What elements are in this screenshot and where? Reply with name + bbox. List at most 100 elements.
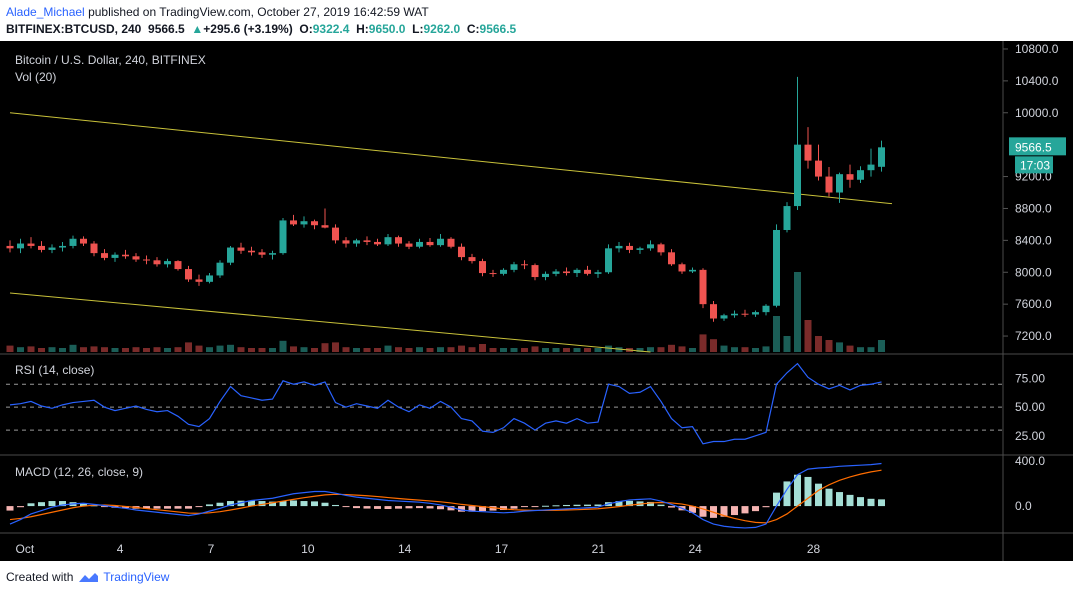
candle-body — [300, 221, 308, 225]
macd-histogram-bar — [699, 506, 707, 517]
candle-body — [269, 253, 276, 255]
volume-bar — [594, 348, 602, 352]
volume-bar — [752, 348, 759, 352]
macd-histogram-bar — [164, 506, 171, 509]
trendline — [9, 112, 893, 205]
volume-bar — [867, 347, 875, 352]
macd-histogram-bar — [689, 506, 696, 513]
volume-bar — [174, 347, 182, 352]
volume-bar — [143, 348, 150, 352]
volume-bar — [290, 346, 297, 352]
volume-bar — [216, 345, 224, 352]
volume-bar — [773, 316, 780, 352]
macd-histogram-bar — [384, 506, 392, 510]
candle-body — [741, 313, 749, 315]
volume-bar — [804, 320, 812, 352]
countdown-tag — [1015, 156, 1053, 174]
volume-bar — [374, 348, 381, 352]
macd-tick-label: 400.0 — [1015, 454, 1045, 468]
candle-body — [342, 240, 350, 244]
chart-canvas[interactable]: 10800.010400.010000.09200.08800.08400.08… — [0, 41, 1073, 561]
macd-pane: 400.0 0.0 — [6, 454, 1045, 529]
symbol-label: BITFINEX:BTCUSD, 240 — [6, 22, 142, 36]
volume-bar — [27, 346, 35, 352]
macd-histogram-bar — [59, 501, 66, 507]
candle-body — [17, 243, 24, 249]
candle-body — [731, 313, 738, 316]
chart-frame[interactable]: 10800.0 10400.0 10000.0 9200.0 8800.0 8400.0 8… — [0, 41, 1073, 561]
candle-body — [794, 144, 801, 207]
candle-body — [647, 244, 654, 249]
volume-bar — [227, 344, 234, 352]
candle-body — [720, 315, 728, 319]
candle-body — [48, 247, 56, 250]
macd-histogram-bar — [794, 474, 801, 507]
time-tick-label: 7 — [208, 542, 215, 556]
macd-histogram-bar — [825, 488, 833, 507]
volume-bar — [321, 343, 329, 352]
pane-dividers — [0, 41, 1073, 561]
volume-bar — [122, 348, 129, 352]
macd-histogram-bar — [647, 501, 654, 507]
volume-bar — [794, 272, 801, 352]
time-tick-label: 14 — [398, 542, 412, 556]
candle-body — [531, 265, 539, 278]
volume-bar — [237, 347, 245, 352]
candle-body — [563, 271, 570, 274]
candle-body — [38, 245, 45, 250]
candle-body — [363, 240, 371, 242]
created-with-label: Created with — [6, 570, 74, 584]
macd-histogram-bar — [48, 501, 56, 507]
volume-bar — [605, 345, 612, 352]
candle-body — [311, 221, 318, 226]
candle-body — [90, 243, 98, 254]
volume-bar — [563, 348, 570, 352]
volume-bar — [689, 348, 696, 352]
last-price: 9566.5 — [148, 22, 185, 36]
volume-bar — [552, 348, 560, 352]
candle-body — [489, 273, 497, 275]
macd-histogram-bar — [227, 501, 234, 507]
candle-body — [710, 304, 717, 319]
author-link[interactable]: Alade_Michael — [6, 5, 85, 19]
candle-body — [279, 220, 287, 254]
candle-body — [552, 271, 560, 274]
price-tick-label: 8400.0 — [1015, 233, 1052, 247]
trendline — [9, 292, 651, 353]
volume-bar — [132, 347, 140, 352]
volume-bar — [353, 348, 360, 352]
macd-histogram-bar — [90, 505, 98, 507]
last-price-label: 9566.5 — [1015, 140, 1052, 154]
candle-body — [657, 244, 665, 253]
macd-histogram-bar — [279, 501, 287, 507]
tradingview-brand-link[interactable]: TradingView — [103, 570, 170, 584]
candle-body — [384, 237, 392, 245]
volume-bar — [542, 348, 549, 352]
candle-body — [321, 225, 329, 228]
volume-bar — [815, 336, 822, 352]
volume-bar — [647, 347, 654, 352]
macd-histogram-bar — [510, 506, 518, 509]
candle-body — [857, 170, 864, 180]
macd-histogram-bar — [815, 483, 822, 507]
volume-bar — [332, 342, 339, 352]
time-tick-label: 21 — [592, 542, 606, 556]
high-label: H: — [356, 22, 369, 36]
macd-histogram-bar — [258, 501, 266, 507]
price-pane-title: Bitcoin / U.S. Dollar, 240, BITFINEX — [15, 53, 206, 67]
macd-histogram-bar — [773, 492, 780, 507]
candle-body — [80, 238, 87, 244]
macd-histogram-bar — [6, 506, 14, 511]
volume-bar — [857, 347, 864, 352]
volume-bar — [195, 345, 203, 352]
price-tick-label: 8000.0 — [1015, 265, 1052, 279]
volume-bar — [258, 348, 266, 352]
candle-body — [353, 240, 360, 244]
macd-histogram-bar — [395, 506, 402, 509]
volume-bar — [468, 347, 476, 352]
volume-bar — [185, 342, 192, 352]
volume-bar — [846, 345, 854, 352]
macd-histogram-bar — [867, 498, 875, 507]
volume-bar — [458, 345, 465, 352]
volume-bar — [101, 347, 108, 352]
